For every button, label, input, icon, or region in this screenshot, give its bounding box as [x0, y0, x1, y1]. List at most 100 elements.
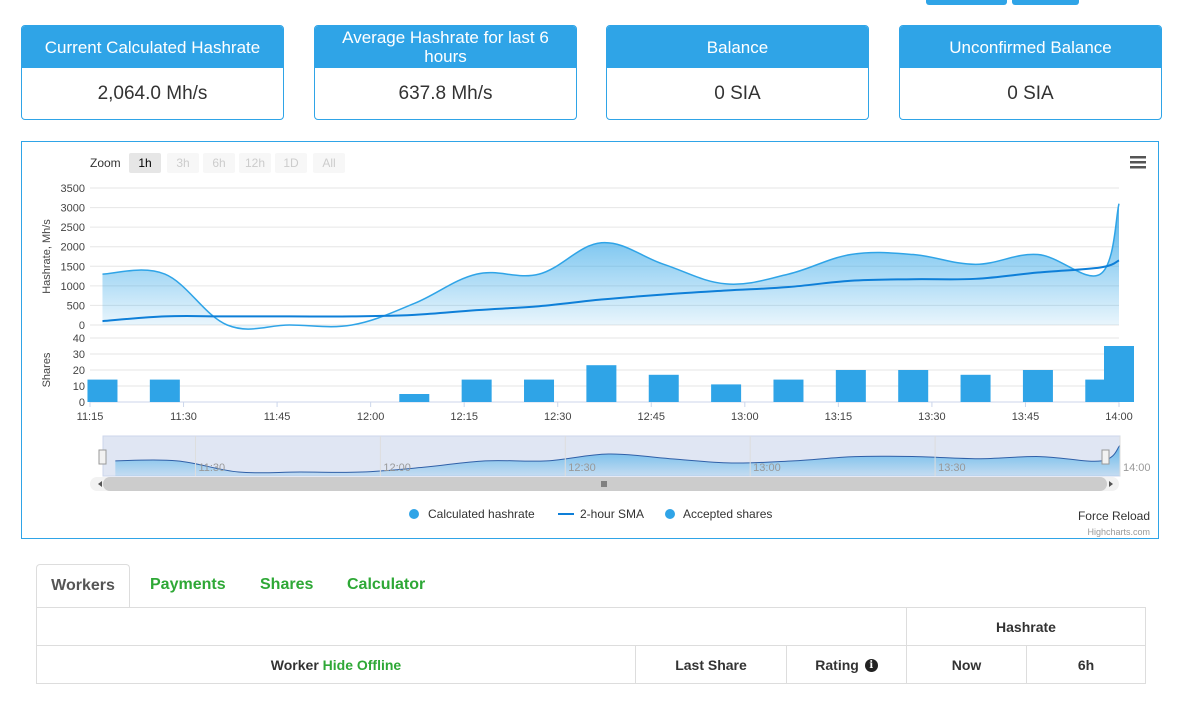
hashrate-tick-label: 3500 [61, 183, 85, 195]
zoom-button-1h[interactable] [129, 153, 161, 173]
card-title: Balance [607, 26, 868, 68]
zoom-button-label[interactable]: All [322, 156, 335, 170]
x-tick-label: 13:45 [1012, 411, 1040, 423]
card-value: 0 SIA [714, 82, 761, 104]
chart-menu-icon[interactable] [1130, 156, 1146, 169]
unconfirmed-balance-card: Unconfirmed Balance 0 SIA [899, 25, 1162, 120]
worker-label: Worker [270, 656, 319, 673]
x-tick-label: 12:30 [544, 411, 572, 423]
card-value: 0 SIA [1007, 82, 1054, 104]
shares-tick-label: 30 [73, 349, 85, 361]
now-header[interactable]: Now [906, 645, 1027, 684]
accepted-shares-bar [648, 374, 679, 402]
accepted-shares-bar [711, 384, 742, 402]
x-tick-label: 12:15 [450, 411, 478, 423]
legend-shares-icon[interactable] [665, 509, 675, 519]
zoom-button-label[interactable]: 1h [138, 156, 151, 170]
hashrate-tick-label: 0 [79, 320, 85, 332]
calculated-hashrate-line [102, 203, 1120, 330]
accepted-shares-bar [1104, 346, 1134, 402]
x-tick-label: 14:00 [1105, 411, 1133, 423]
card-title: Unconfirmed Balance [900, 26, 1161, 68]
current-hashrate-card: Current Calculated Hashrate 2,064.0 Mh/s [21, 25, 284, 120]
navigator-line [115, 445, 1121, 474]
legend-shares-label[interactable]: Accepted shares [683, 507, 772, 521]
accepted-shares-bar [835, 370, 866, 402]
zoom-button-1D[interactable] [275, 153, 307, 173]
hide-offline-link[interactable]: Hide Offline [322, 656, 402, 673]
card-title: Average Hashrate for last 6 hours [315, 26, 576, 68]
six-hour-header[interactable]: 6h [1026, 645, 1146, 684]
hashrate-header: Hashrate [906, 607, 1146, 646]
hashrate-chart: Zoom 1h 3h 6h 12h 1D All 0 500 1000 1500 2000 2500… [21, 141, 1159, 539]
balance-card: Balance 0 SIA [606, 25, 869, 120]
hashrate-tick-label: 2000 [61, 242, 85, 254]
x-tick-label: 11:45 [264, 411, 291, 423]
last-share-header[interactable]: Last Share [635, 645, 787, 684]
zoom-button-label[interactable]: 6h [212, 156, 225, 170]
navigator-label: 11:30 [198, 462, 225, 474]
hashrate-tick-label: 2500 [61, 222, 85, 234]
hashrate-tick-label: 1000 [61, 281, 85, 293]
x-tick-label: 11:30 [170, 411, 197, 423]
accepted-shares-bar [399, 394, 430, 402]
x-tick-label: 11:15 [77, 411, 104, 423]
card-value: 637.8 Mh/s [398, 82, 493, 104]
calculated-hashrate-area [102, 203, 1120, 330]
navigator-left-handle[interactable] [98, 449, 107, 465]
hashrate-tick-label: 3000 [61, 203, 85, 215]
shares-tick-label: 40 [73, 333, 85, 345]
worker-header: Worker Hide Offline [36, 645, 636, 684]
shares-tick-label: 20 [73, 365, 85, 377]
zoom-button-3h[interactable] [167, 153, 199, 173]
x-tick-label: 13:15 [825, 411, 853, 423]
scrollbar-grip-icon [601, 481, 607, 487]
tab-payments[interactable]: Payments [150, 576, 226, 593]
zoom-label: Zoom [90, 156, 121, 170]
accepted-shares-bar [586, 365, 617, 402]
legend-hashrate-icon[interactable] [409, 509, 419, 519]
rating-header[interactable]: Rating i [786, 645, 907, 684]
accepted-shares-bar [898, 370, 929, 402]
zoom-button-6h[interactable] [203, 153, 235, 173]
top-button-2[interactable] [1012, 0, 1079, 5]
x-tick-label: 13:30 [918, 411, 946, 423]
highcharts-credit[interactable]: Highcharts.com [1087, 527, 1150, 537]
tab-shares[interactable]: Shares [260, 576, 314, 593]
accepted-shares-bar [1022, 370, 1053, 402]
average-hashrate-card: Average Hashrate for last 6 hours 637.8 … [314, 25, 577, 120]
accepted-shares-bar [960, 374, 991, 402]
accepted-shares-bar [773, 379, 804, 402]
zoom-button-label[interactable]: 3h [176, 156, 189, 170]
top-button-1[interactable] [926, 0, 1007, 5]
scrollbar-thumb[interactable] [103, 477, 1107, 491]
zoom-button-12h[interactable] [239, 153, 271, 173]
zoom-button-label[interactable]: 12h [245, 156, 265, 170]
scroll-left-icon[interactable] [98, 481, 102, 487]
sma-line [102, 259, 1120, 323]
hashrate-tick-label: 1500 [61, 261, 85, 273]
force-reload-link[interactable]: Force Reload [1078, 509, 1150, 523]
legend-sma-label[interactable]: 2-hour SMA [580, 507, 644, 521]
workers-table: Hashrate Worker Hide Offline Last Share … [36, 607, 1146, 684]
hashrate-tick-label: 500 [67, 300, 85, 312]
rating-label: Rating [815, 656, 859, 673]
shares-axis-title: Shares [41, 352, 53, 387]
header-spacer [36, 607, 907, 646]
shares-tick-label: 0 [79, 397, 85, 409]
legend-hashrate-label[interactable]: Calculated hashrate [428, 507, 535, 521]
accepted-shares-bar [461, 379, 492, 402]
tab-calculator[interactable]: Calculator [347, 576, 426, 593]
zoom-button-All[interactable] [313, 153, 345, 173]
info-icon[interactable]: i [864, 659, 878, 673]
navigator-label: 14:00 [1123, 462, 1151, 474]
navigator-label: 12:00 [383, 462, 411, 474]
tab-workers[interactable]: Workers [36, 564, 130, 608]
x-tick-label: 13:00 [731, 411, 759, 423]
navigator-label: 12:30 [568, 462, 596, 474]
scroll-right-icon[interactable] [1109, 481, 1113, 487]
zoom-button-label[interactable]: 1D [283, 156, 299, 170]
hashrate-axis-title: Hashrate, Mh/s [41, 219, 53, 294]
navigator-right-handle[interactable] [1101, 449, 1110, 465]
shares-tick-label: 10 [73, 381, 85, 393]
